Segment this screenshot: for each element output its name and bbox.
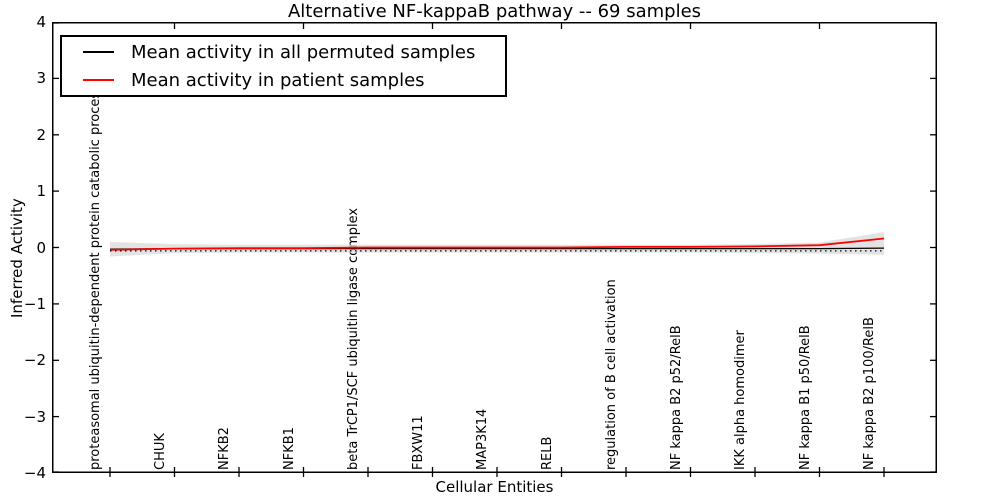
y-tick-label: −3: [23, 407, 46, 426]
legend-item: Mean activity in all permuted samples: [62, 40, 505, 65]
y-tick-label: 1: [36, 182, 46, 201]
y-tick-label: −1: [23, 294, 46, 313]
y-tick-label: 4: [36, 13, 46, 31]
y-tick-label: −2: [23, 351, 46, 370]
legend-label: Mean activity in patient samples: [131, 69, 425, 91]
plot-area: [52, 22, 937, 477]
y-tick-label: 2: [36, 125, 46, 144]
axes-frame: [52, 22, 937, 473]
series-line: [109, 237, 885, 251]
legend-line-sample: [83, 79, 114, 81]
legend-item: Mean activity in patient samples: [62, 68, 505, 93]
legend-label: Mean activity in all permuted samples: [131, 41, 476, 63]
y-tick-label: −4: [23, 464, 46, 482]
chart-title: Alternative NF-kappaB pathway -- 69 samp…: [287, 1, 702, 22]
legend: Mean activity in all permuted samples Mea…: [60, 35, 507, 97]
confidence-band: [110, 232, 884, 257]
y-tick-label: 0: [36, 238, 46, 257]
legend-line-sample: [83, 51, 114, 53]
x-axis-label: Cellular Entities: [435, 478, 554, 496]
y-tick-label: 3: [36, 69, 46, 88]
